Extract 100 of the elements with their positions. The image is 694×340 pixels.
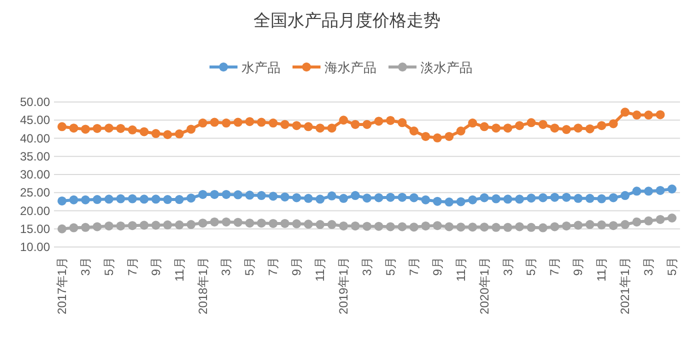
point: [256, 191, 266, 200]
point: [233, 218, 242, 227]
point: [620, 220, 630, 230]
point: [444, 222, 454, 232]
point: [80, 124, 90, 134]
point: [456, 222, 466, 232]
point: [256, 118, 266, 127]
point: [174, 195, 184, 204]
point: [350, 120, 360, 129]
point: [492, 194, 501, 204]
point: [538, 223, 548, 232]
point: [151, 194, 160, 204]
point: [362, 194, 372, 203]
point: [222, 217, 231, 226]
point: [468, 222, 478, 232]
point: [268, 218, 278, 228]
point: [58, 224, 66, 234]
point: [69, 223, 78, 232]
point: [316, 124, 325, 133]
point: [456, 126, 466, 136]
point: [585, 124, 594, 134]
x-tick-label: 5月: [665, 257, 679, 276]
point: [233, 118, 242, 127]
point: [174, 129, 184, 138]
point: [186, 220, 196, 230]
y-tick-label: 35.00: [20, 149, 50, 164]
x-tick-label: 7月: [548, 257, 562, 276]
point: [550, 222, 560, 232]
point: [562, 192, 571, 202]
legend-label: 淡水产品: [420, 60, 472, 75]
y-tick-label: 25.00: [20, 186, 50, 200]
point: [327, 124, 336, 133]
point: [503, 194, 512, 204]
point: [174, 220, 184, 230]
legend-label: 海水产品: [324, 60, 376, 75]
point: [104, 194, 114, 204]
point: [316, 194, 325, 204]
legend-label: 水产品: [242, 60, 280, 75]
x-tick-label: 11月: [313, 257, 328, 282]
point: [280, 120, 290, 129]
x-tick-label: 7月: [125, 257, 140, 276]
point: [327, 191, 336, 200]
point: [597, 220, 606, 230]
point: [116, 194, 126, 204]
x-tick-label: 11月: [594, 257, 609, 282]
x-tick-label: 2021年1月: [618, 257, 632, 314]
point: [327, 220, 336, 230]
y-tick-label: 45.00: [20, 113, 50, 128]
x-tick-label: 5月: [383, 257, 398, 276]
point: [668, 214, 676, 222]
point: [280, 192, 290, 202]
point: [292, 121, 302, 130]
point: [233, 190, 242, 200]
point: [151, 129, 160, 138]
point: [80, 222, 90, 232]
point: [374, 222, 384, 231]
x-tick-label: 2017年1月: [55, 257, 69, 314]
point: [620, 108, 630, 117]
point: [409, 193, 418, 202]
point: [468, 195, 478, 204]
y-tick-label: 50.00: [20, 95, 50, 109]
point: [632, 186, 642, 196]
x-tick-label: 3月: [360, 257, 374, 276]
point: [656, 214, 665, 224]
point: [574, 194, 583, 203]
x-tick-label: 9月: [571, 257, 586, 276]
point: [550, 192, 560, 202]
point: [374, 193, 384, 202]
x-tick-label: 7月: [266, 257, 280, 276]
point: [362, 222, 372, 231]
point: [58, 122, 66, 132]
point: [198, 190, 208, 199]
point: [386, 222, 395, 232]
x-tick-label: 3月: [78, 257, 92, 276]
x-tick-label: 9月: [290, 257, 304, 276]
point: [163, 195, 172, 204]
x-tick-label: 5月: [524, 257, 538, 276]
point: [409, 222, 418, 232]
point: [69, 195, 78, 204]
chart-title: 全国水产品月度价格走势: [254, 11, 440, 30]
point: [362, 120, 372, 129]
point: [245, 218, 254, 228]
point: [597, 121, 606, 130]
point: [644, 186, 654, 196]
point: [608, 119, 618, 128]
point: [128, 125, 137, 134]
point: [128, 221, 137, 230]
point: [398, 118, 407, 128]
point: [92, 124, 102, 133]
point: [163, 130, 172, 140]
point: [210, 118, 219, 127]
point: [80, 195, 90, 204]
point: [632, 217, 642, 226]
point: [668, 184, 676, 194]
point: [222, 118, 231, 128]
point: [210, 217, 219, 226]
point: [538, 120, 548, 129]
point: [140, 194, 149, 204]
point: [444, 132, 454, 141]
point: [350, 221, 360, 230]
